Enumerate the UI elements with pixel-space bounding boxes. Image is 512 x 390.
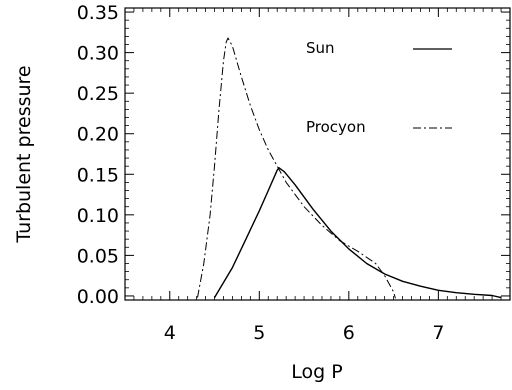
y-tick-label: 0.35 [77,2,119,24]
x-tick-label: 7 [432,322,444,344]
series-lines [197,37,502,299]
x-tick-label: 4 [164,322,176,344]
legend: Sun Procyon [306,39,452,136]
x-tick-label: 5 [253,322,265,344]
y-axis-tick-labels: 0.00 0.05 0.10 0.15 0.20 0.25 0.30 0.35 [77,2,119,308]
legend-label-sun: Sun [306,39,335,57]
series-line-sun [213,167,502,299]
y-axis-label: Turbulent pressure [13,65,35,243]
y-tick-label: 0.00 [77,286,119,308]
y-tick-label: 0.30 [77,43,119,65]
x-axis-ticks [124,8,511,300]
legend-label-procyon: Procyon [306,118,366,136]
plot-frame [124,7,511,301]
y-tick-label: 0.05 [77,245,119,267]
y-tick-label: 0.15 [77,164,119,186]
series-line-procyon [197,37,396,299]
x-tick-label: 6 [343,322,355,344]
y-tick-label: 0.25 [77,83,119,105]
x-axis-label: Log P [291,361,342,383]
y-axis-ticks [125,11,510,297]
x-axis-tick-labels: 4 5 6 7 [164,322,445,344]
y-tick-label: 0.20 [77,124,119,146]
y-tick-label: 0.10 [77,205,119,227]
